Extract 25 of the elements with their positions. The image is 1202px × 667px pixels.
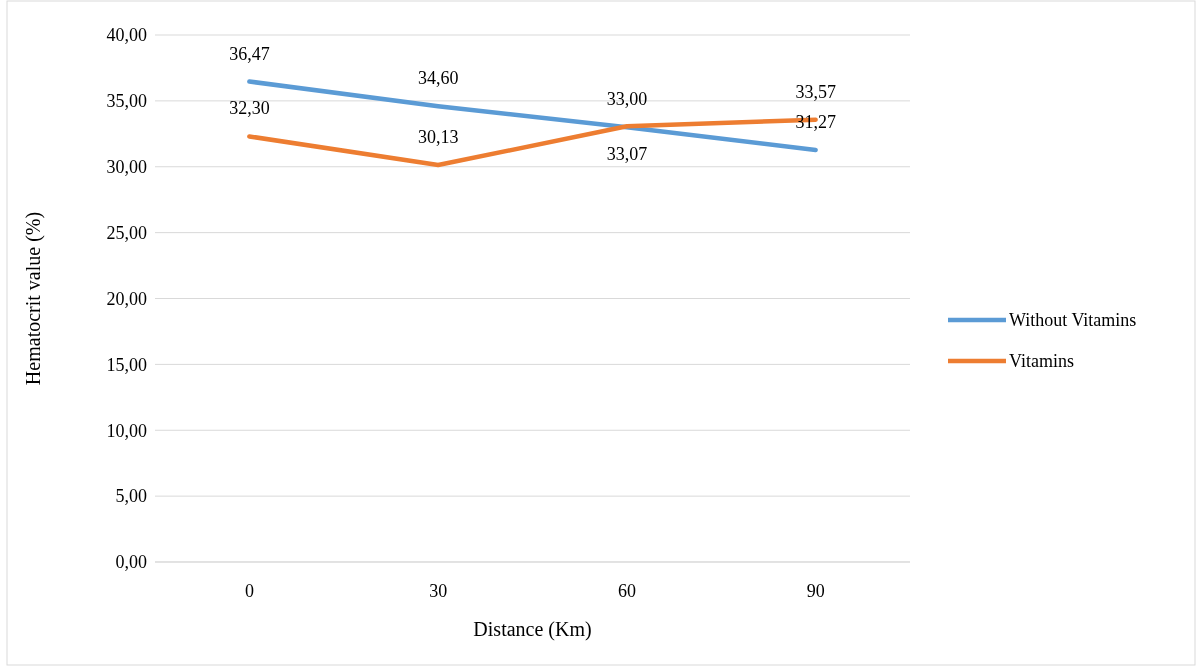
y-tick-label: 40,00 [106,25,147,46]
data-label: 33,57 [795,81,836,102]
data-label: 33,07 [606,144,648,165]
x-tick-label: 0 [244,580,254,601]
data-label: 32,30 [229,98,270,119]
legend-label: Without Vitamins [1009,310,1137,330]
y-tick-label: 5,00 [115,486,147,507]
x-axis-title: Distance (Km) [473,618,592,641]
y-tick-label: 15,00 [106,354,147,375]
data-label: 34,60 [417,68,459,89]
y-tick-label: 35,00 [106,91,147,112]
y-tick-label: 20,00 [106,288,147,309]
data-label: 30,13 [417,127,459,148]
y-tick-label: 30,00 [106,157,147,178]
legend-label: Vitamins [1009,351,1074,371]
data-label: 36,47 [229,43,270,64]
x-tick-label: 60 [617,580,636,601]
x-tick-label: 30 [429,580,448,601]
y-tick-label: 25,00 [106,222,147,243]
x-tick-label: 90 [806,580,825,601]
y-axis-title: Hematocrit value (%) [22,211,45,386]
y-tick-label: 0,00 [115,552,147,573]
data-label: 33,00 [606,89,648,110]
data-label: 31,27 [795,112,836,133]
y-tick-label: 10,00 [106,420,147,441]
